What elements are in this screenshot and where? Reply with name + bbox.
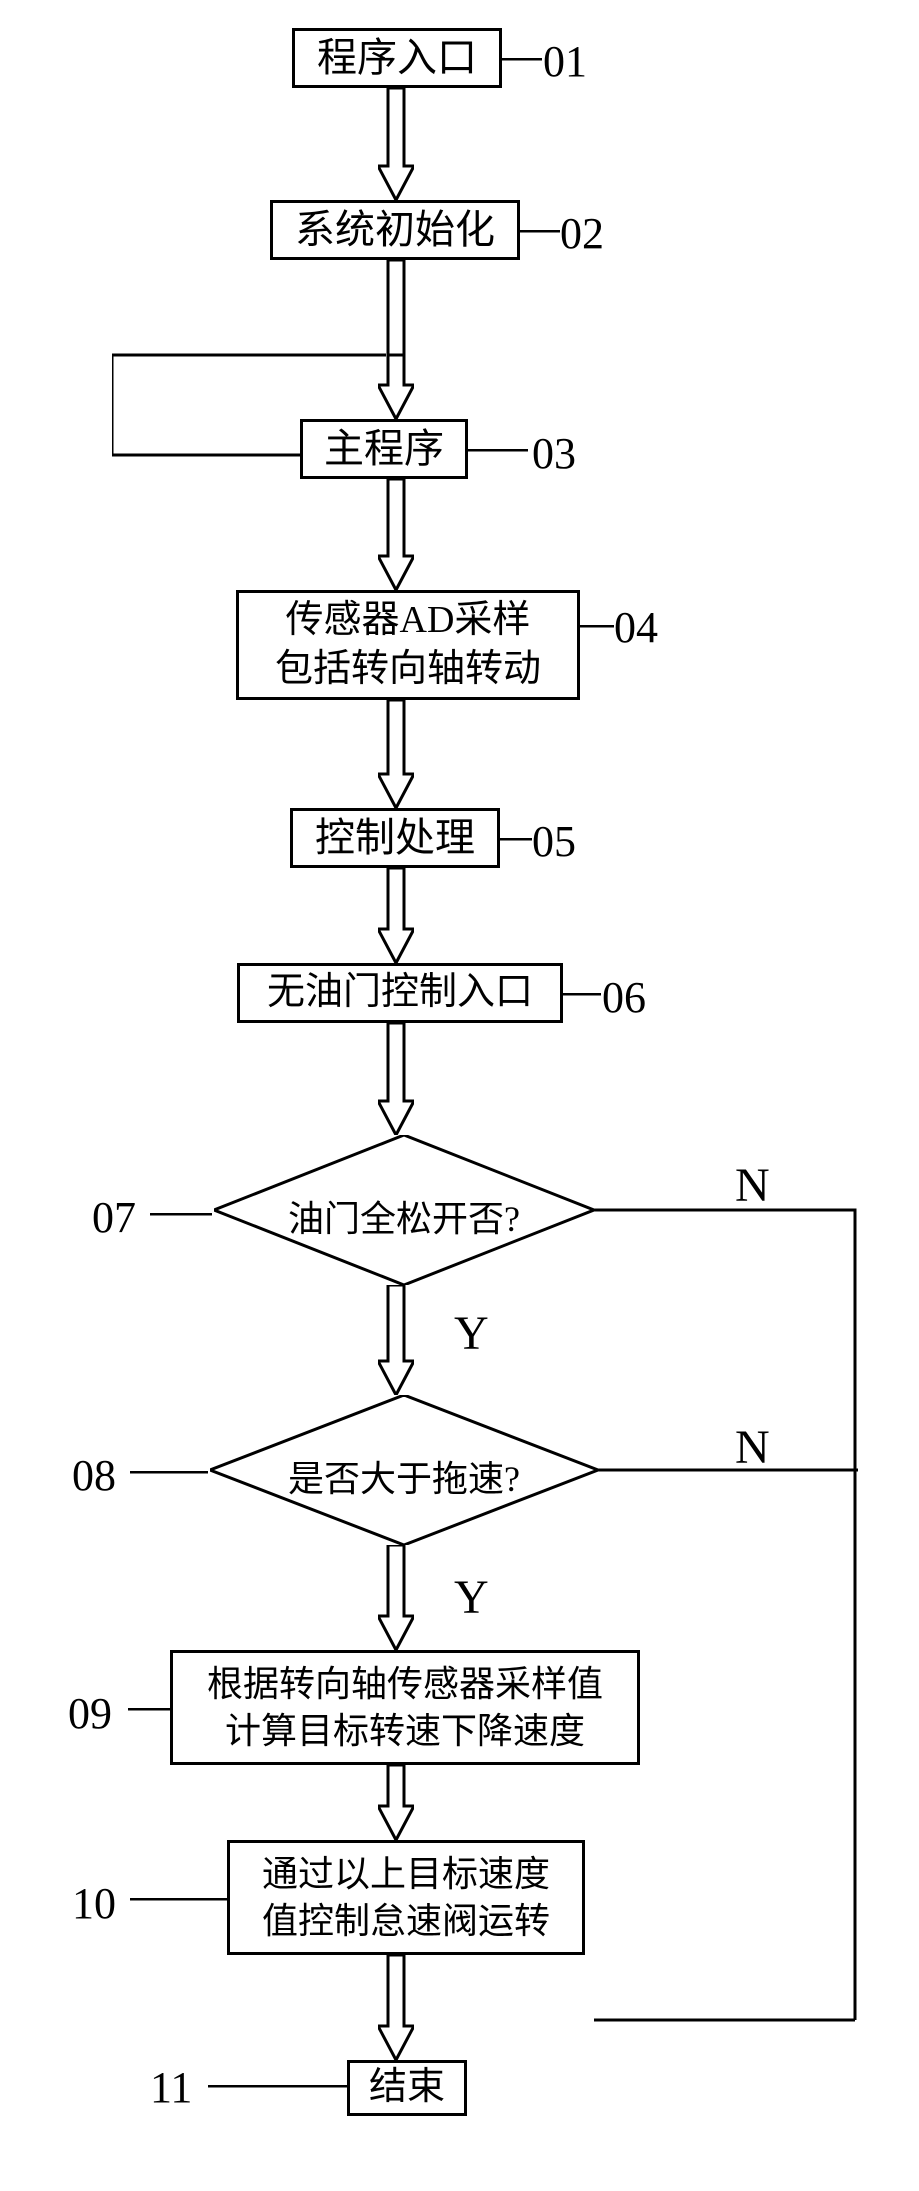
node-text: 结束 [369, 2063, 445, 2112]
tick-10 [130, 1898, 227, 1901]
tick-11 [208, 2085, 348, 2088]
node-entry: 程序入口 [292, 28, 502, 88]
branch-n-path [594, 1207, 869, 2027]
branch-n2-path [598, 1467, 858, 1473]
node-text: 通过以上目标速度 值控制怠速阀运转 [262, 1851, 550, 1945]
label-08: 08 [72, 1450, 116, 1501]
arrow-07-08 [378, 1285, 414, 1395]
label-03: 03 [532, 428, 576, 479]
tick-09 [128, 1708, 170, 1711]
node-init: 系统初始化 [270, 200, 520, 260]
arrow-09-10 [378, 1765, 414, 1840]
node-text: 控制处理 [315, 812, 475, 864]
node-text: 无油门控制入口 [267, 968, 533, 1017]
label-09: 09 [68, 1688, 112, 1739]
branch-y2: Y [454, 1570, 489, 1625]
diamond-speed-text: 是否大于拖速? [210, 1450, 598, 1502]
arrow-08-09 [378, 1545, 414, 1650]
node-text: 系统初始化 [295, 204, 495, 256]
label-11: 11 [150, 2062, 192, 2113]
node-throttle-entry: 无油门控制入口 [237, 963, 563, 1023]
node-text: 传感器AD采样 包括转向轴转动 [275, 596, 541, 695]
node-text: 程序入口 [317, 32, 477, 84]
node-sensor: 传感器AD采样 包括转向轴转动 [236, 590, 580, 700]
label-01: 01 [543, 36, 587, 87]
branch-n1: N [735, 1158, 770, 1213]
node-end: 结束 [347, 2060, 467, 2116]
label-04: 04 [614, 602, 658, 653]
arrow-03-04 [378, 479, 414, 590]
node-control: 控制处理 [290, 808, 500, 868]
branch-y1: Y [454, 1306, 489, 1361]
arrow-01-02 [378, 88, 414, 200]
tick-06 [563, 993, 601, 996]
diamond-throttle-text: 油门全松开否? [214, 1190, 594, 1242]
tick-03 [468, 449, 528, 452]
tick-02 [520, 230, 560, 233]
node-calc: 根据转向轴传感器采样值 计算目标转速下降速度 [170, 1650, 640, 1765]
arrow-05-06 [378, 868, 414, 963]
label-07: 07 [92, 1192, 136, 1243]
label-10: 10 [72, 1878, 116, 1929]
arrow-06-07 [378, 1023, 414, 1135]
label-05: 05 [532, 816, 576, 867]
tick-04 [580, 625, 614, 628]
tick-01 [502, 58, 542, 61]
loop-back-line [112, 340, 402, 460]
label-06: 06 [602, 972, 646, 1023]
tick-07 [150, 1213, 212, 1216]
node-valve: 通过以上目标速度 值控制怠速阀运转 [227, 1840, 585, 1955]
tick-05 [500, 838, 532, 841]
node-text: 根据转向轴传感器采样值 计算目标转速下降速度 [207, 1661, 603, 1755]
tick-08 [130, 1471, 208, 1474]
arrow-04-05 [378, 700, 414, 808]
label-02: 02 [560, 208, 604, 259]
arrow-10-11 [378, 1955, 414, 2060]
